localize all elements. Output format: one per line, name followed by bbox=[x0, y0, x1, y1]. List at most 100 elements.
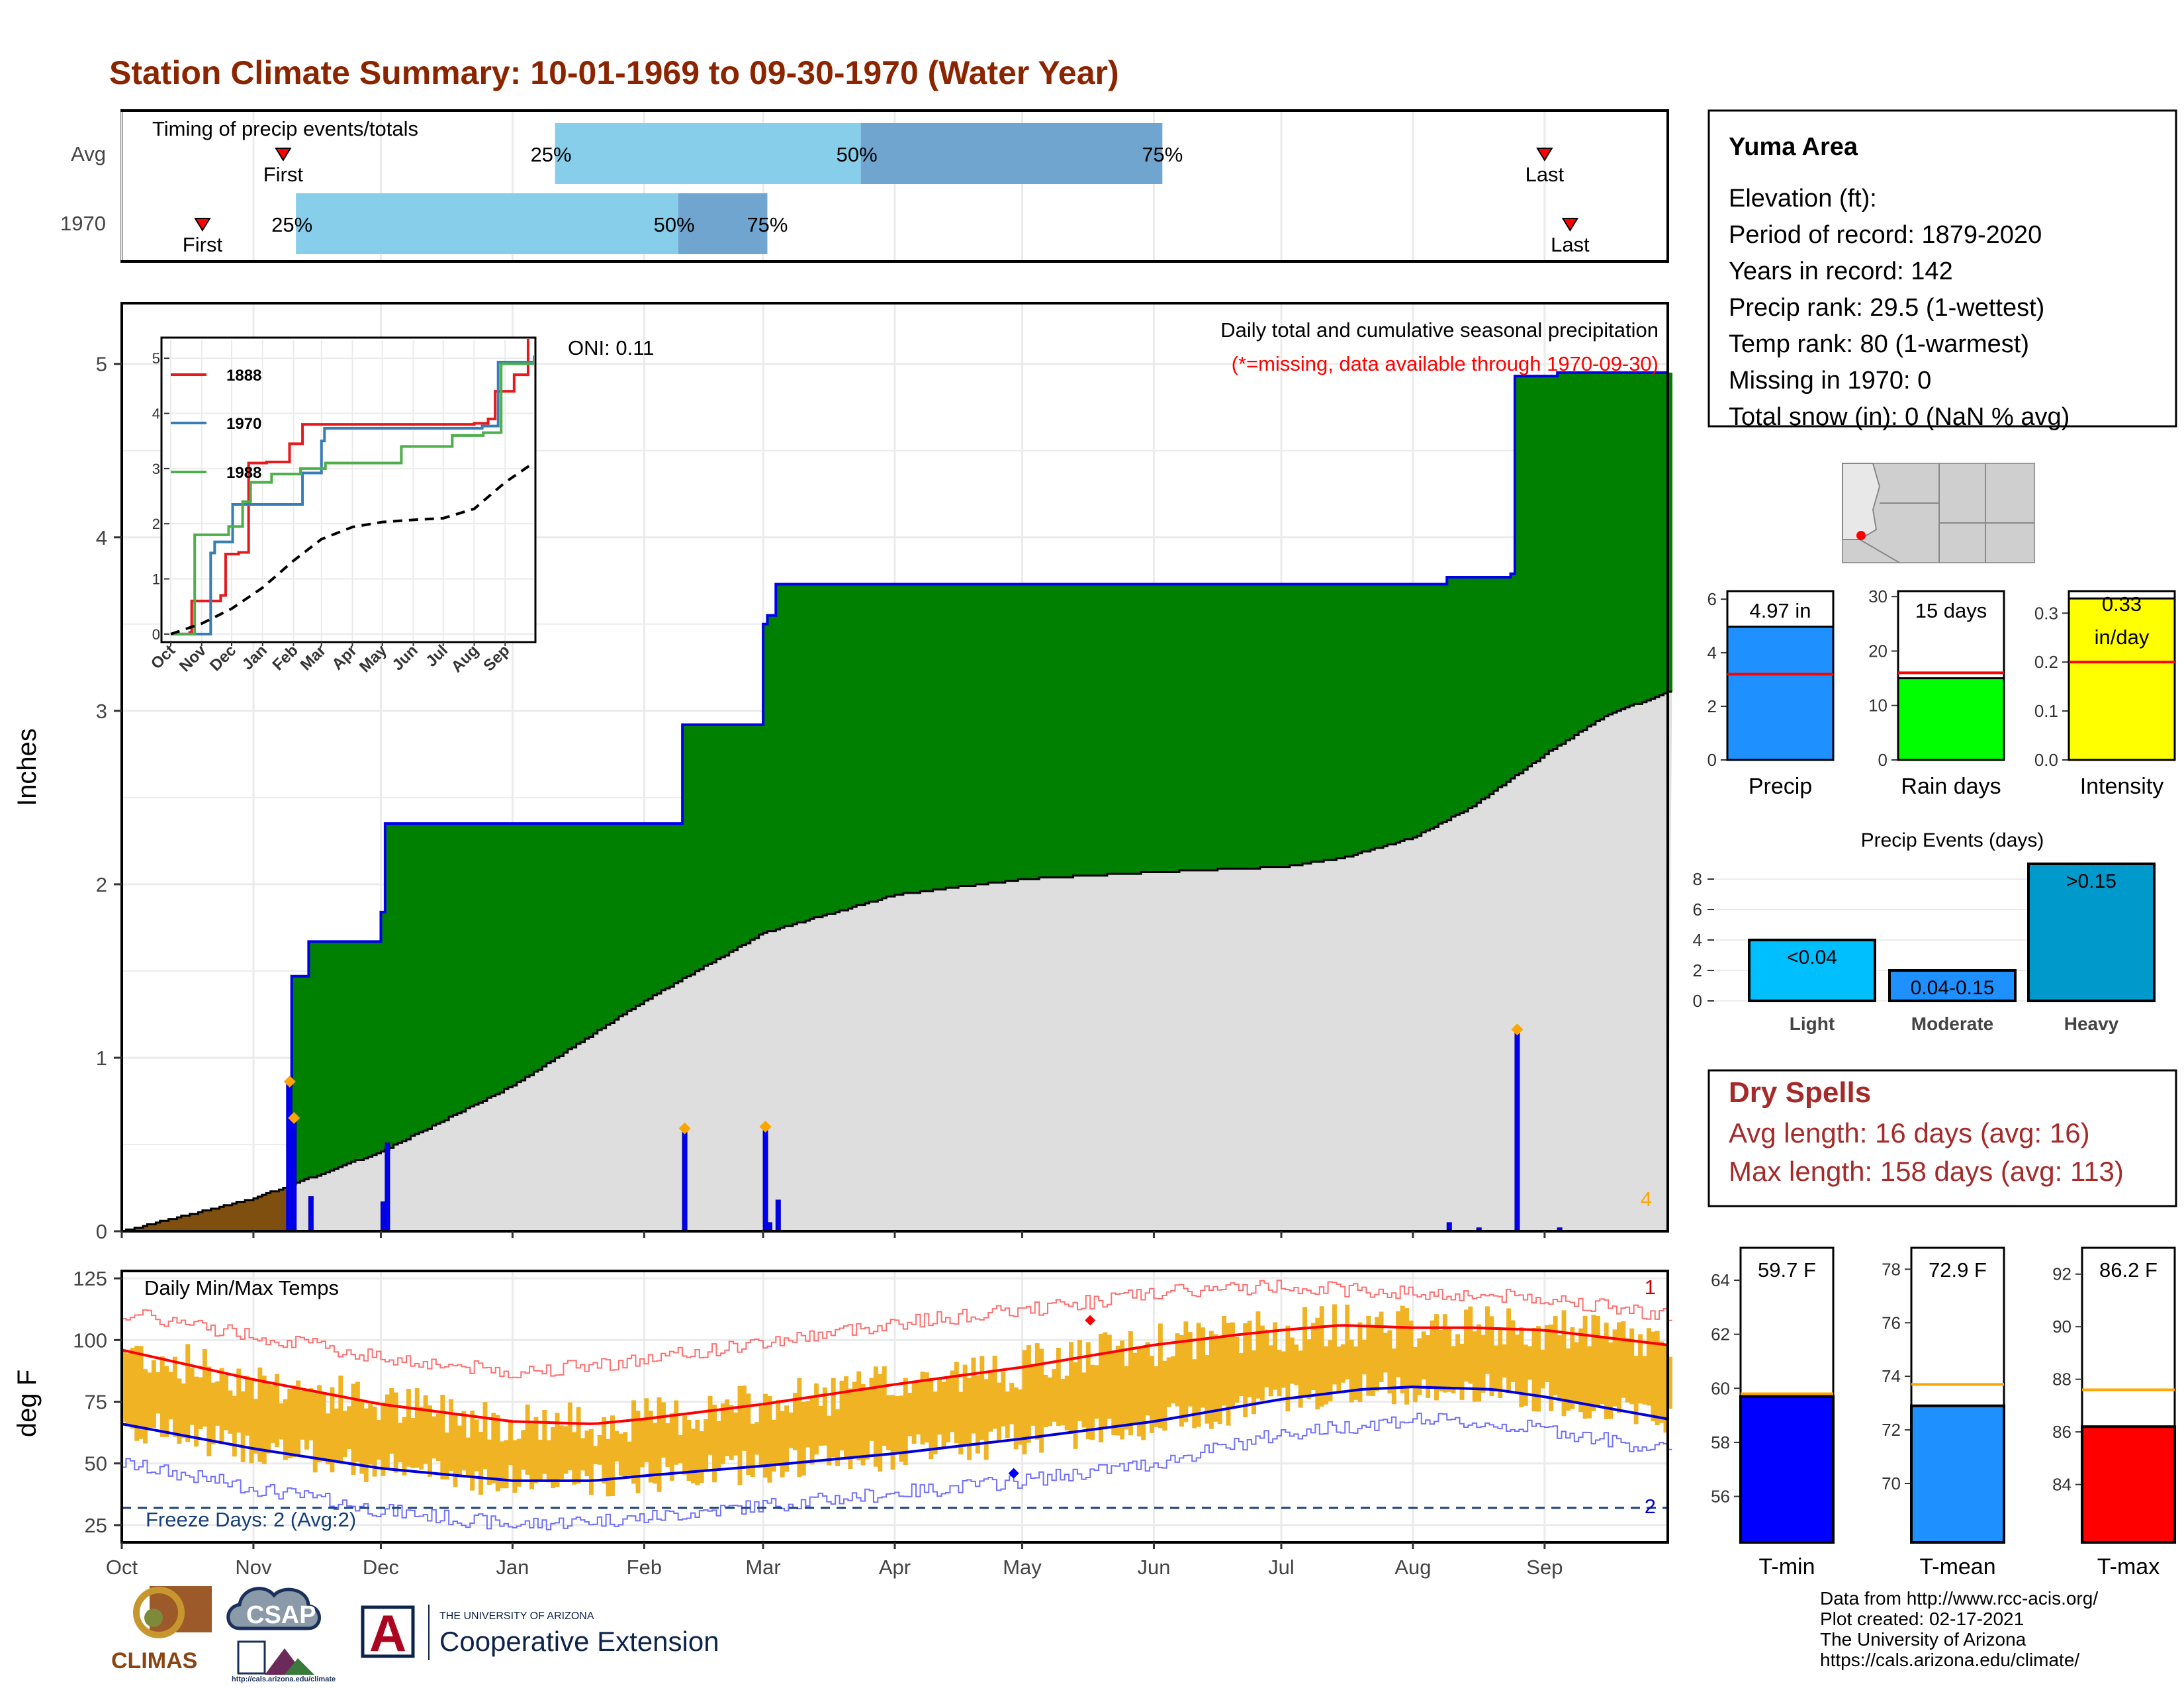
daily-precip-bar bbox=[291, 1121, 297, 1232]
inset-series-line-1970 bbox=[171, 361, 534, 635]
precip-y-tick-label: 0 bbox=[96, 1220, 107, 1243]
timing-last-marker bbox=[1536, 148, 1553, 162]
temp-y-tick-label: 125 bbox=[73, 1267, 107, 1290]
page-title: Station Climate Summary: 10-01-1969 to 0… bbox=[109, 54, 1119, 91]
temp-panel-label: Daily Min/Max Temps bbox=[144, 1276, 339, 1299]
timing-first-label: First bbox=[263, 163, 304, 186]
temp-bar-value-label: 86.2 F bbox=[2099, 1258, 2158, 1282]
station-info-line: Precip rank: 29.5 (1-wettest) bbox=[1729, 294, 2044, 322]
station-info-line: Total snow (in): 0 (NaN % avg) bbox=[1729, 403, 2070, 431]
timing-last-label: Last bbox=[1551, 233, 1590, 256]
month-axis-label: Mar bbox=[745, 1556, 780, 1579]
station-info-line: Missing in 1970: 0 bbox=[1729, 367, 1931, 395]
temperature-panel: 25 50 75 100 125 deg F Daily Min/Max Temps F… bbox=[13, 1267, 1672, 1579]
cumulative-precip-1970-line bbox=[122, 371, 1668, 1233]
summary-bar-value-unit: in/day bbox=[2095, 626, 2150, 649]
timing-bar-q50-q75 bbox=[678, 193, 768, 254]
summary-bar-tick-label: 6 bbox=[1707, 589, 1717, 609]
precip-summary-bars: 0 2 4 6 4.97 in Precip 0 10 20 30 15 days Rain days… bbox=[1707, 586, 2176, 799]
inset-y-tick-label: 1 bbox=[152, 571, 160, 588]
temp-bar-tick-label: 74 bbox=[1882, 1366, 1901, 1386]
temp-bar-tick-label: 58 bbox=[1711, 1432, 1730, 1452]
timing-q50-label: 50% bbox=[654, 213, 695, 236]
precip-y-tick-label: 3 bbox=[96, 700, 107, 723]
events-bar-Light bbox=[1748, 939, 1876, 1002]
timing-row-avg-label: Avg bbox=[71, 142, 106, 165]
timing-q25-label: 25% bbox=[271, 213, 312, 236]
events-tick-label: 6 bbox=[1693, 900, 1702, 919]
timing-q75-label: 75% bbox=[1142, 143, 1183, 166]
heavy-precip-marker bbox=[678, 1122, 691, 1135]
footer-credit-line: Plot created: 02-17-2021 bbox=[1820, 1609, 2024, 1629]
summary-bar-tick-label: 0.3 bbox=[2034, 603, 2058, 623]
timing-first-marker bbox=[194, 218, 211, 232]
station-info-line: Period of record: 1879-2020 bbox=[1729, 221, 2042, 249]
csap-url: http://cals.arizona.edu/climate bbox=[232, 1675, 336, 1683]
temp-y-tick-label: 100 bbox=[73, 1329, 107, 1352]
events-title: Precip Events (days) bbox=[1861, 829, 2044, 851]
station-info-line: Elevation (ft): bbox=[1729, 185, 1877, 212]
inset-average-line bbox=[170, 461, 534, 635]
summary-bar-value-Precip bbox=[1726, 626, 1835, 761]
footer-credits: Data from http://www.rcc-acis.org/Plot c… bbox=[1820, 1588, 2098, 1670]
footer-credit-line: https://cals.arizona.edu/climate/ bbox=[1820, 1650, 2079, 1670]
csap-text: CSAP bbox=[246, 1601, 316, 1629]
summary-bar-value-label: 15 days bbox=[1915, 599, 1987, 622]
inset-y-tick-label: 0 bbox=[152, 626, 160, 643]
events-tick-label: 0 bbox=[1693, 991, 1702, 1011]
summary-bar-tick-label: 0 bbox=[1707, 750, 1717, 770]
summary-bar-value-label: 0.33 bbox=[2102, 592, 2142, 616]
timing-bar-q50-q75 bbox=[860, 123, 1163, 184]
precip-events-chart: Precip Events (days) 0 2 4 6 8 <0.04 Light 0.04-… bbox=[1693, 829, 2156, 1034]
timing-bar-q25-q50 bbox=[555, 123, 861, 184]
summary-bar-value-label: 4.97 in bbox=[1749, 599, 1811, 622]
temp-bar-tick-label: 72 bbox=[1882, 1420, 1901, 1440]
month-axis-label: Sep bbox=[1526, 1556, 1563, 1579]
temp-bar-value-label: 72.9 F bbox=[1929, 1258, 1987, 1282]
month-axis-label: Oct bbox=[106, 1556, 138, 1579]
temp-bar-category-label: T-mean bbox=[1919, 1554, 1995, 1579]
daily-precip-bar bbox=[385, 1142, 390, 1232]
summary-bar-tick-label: 10 bbox=[1868, 696, 1888, 716]
temperature-summary-bars: 56 58 60 62 64 59.7 F T-min 70 72 74 76 78 72.9 F T-m… bbox=[1711, 1246, 2176, 1579]
dry-spells-title: Dry Spells bbox=[1729, 1076, 1871, 1109]
temp-y-tick-label: 25 bbox=[85, 1514, 107, 1537]
events-bar-category-label: Light bbox=[1790, 1013, 1835, 1034]
footer-credit-line: The University of Arizona bbox=[1820, 1629, 2026, 1650]
events-bar-category-label: Moderate bbox=[1911, 1013, 1993, 1034]
inset-y-tick-label: 3 bbox=[152, 461, 160, 477]
precip-caption: Daily total and cumulative seasonal prec… bbox=[1220, 318, 1659, 342]
record-days-count: 1 bbox=[1645, 1276, 1656, 1299]
timing-q50-label: 50% bbox=[837, 143, 878, 166]
locator-map bbox=[1842, 463, 2035, 563]
timing-first-marker bbox=[275, 148, 292, 162]
footer: CLIMAS CSAP http://cals.arizona.edu/clim… bbox=[111, 1586, 2098, 1683]
freeze-days-label: Freeze Days: 2 (Avg:2) bbox=[146, 1508, 356, 1531]
temp-bar-value-T-mean bbox=[1910, 1404, 2005, 1544]
month-axis-label: Jan bbox=[496, 1556, 529, 1579]
timing-q25-label: 25% bbox=[531, 143, 572, 166]
events-bar-category-label: Heavy bbox=[2064, 1013, 2119, 1034]
events-tick-label: 2 bbox=[1693, 961, 1702, 980]
inset-y-tick-label: 5 bbox=[152, 350, 160, 367]
month-axis-label: May bbox=[1003, 1556, 1042, 1579]
dry-spells-avg: Avg length: 16 days (avg: 16) bbox=[1729, 1117, 2090, 1149]
heavy-precip-marker bbox=[283, 1075, 296, 1088]
precip-missing-note: (*=missing, data available through 1970-… bbox=[1232, 352, 1659, 375]
temp-bar-value-label: 59.7 F bbox=[1758, 1258, 1816, 1282]
temp-bar-tick-label: 62 bbox=[1711, 1325, 1730, 1344]
summary-bar-category-label: Intensity bbox=[2080, 774, 2164, 799]
temp-bar-tick-label: 64 bbox=[1711, 1270, 1730, 1290]
inset-lines bbox=[170, 339, 534, 635]
month-axis-label: Apr bbox=[879, 1556, 911, 1579]
precip-panel: 0 1 2 3 4 5 Inches ONI: 0.11 Daily total and … bbox=[13, 302, 1673, 1243]
precip-y-tick-label: 5 bbox=[96, 353, 107, 376]
daily-precip-bar bbox=[762, 1130, 768, 1232]
timing-last-label: Last bbox=[1525, 163, 1565, 186]
daily-precip-bar bbox=[682, 1132, 688, 1232]
precip-y-tick-label: 4 bbox=[96, 526, 107, 549]
timing-row-1970-label: 1970 bbox=[60, 212, 106, 235]
month-axis-label: Jun bbox=[1137, 1556, 1170, 1579]
events-bar-Heavy bbox=[2027, 863, 2156, 1002]
